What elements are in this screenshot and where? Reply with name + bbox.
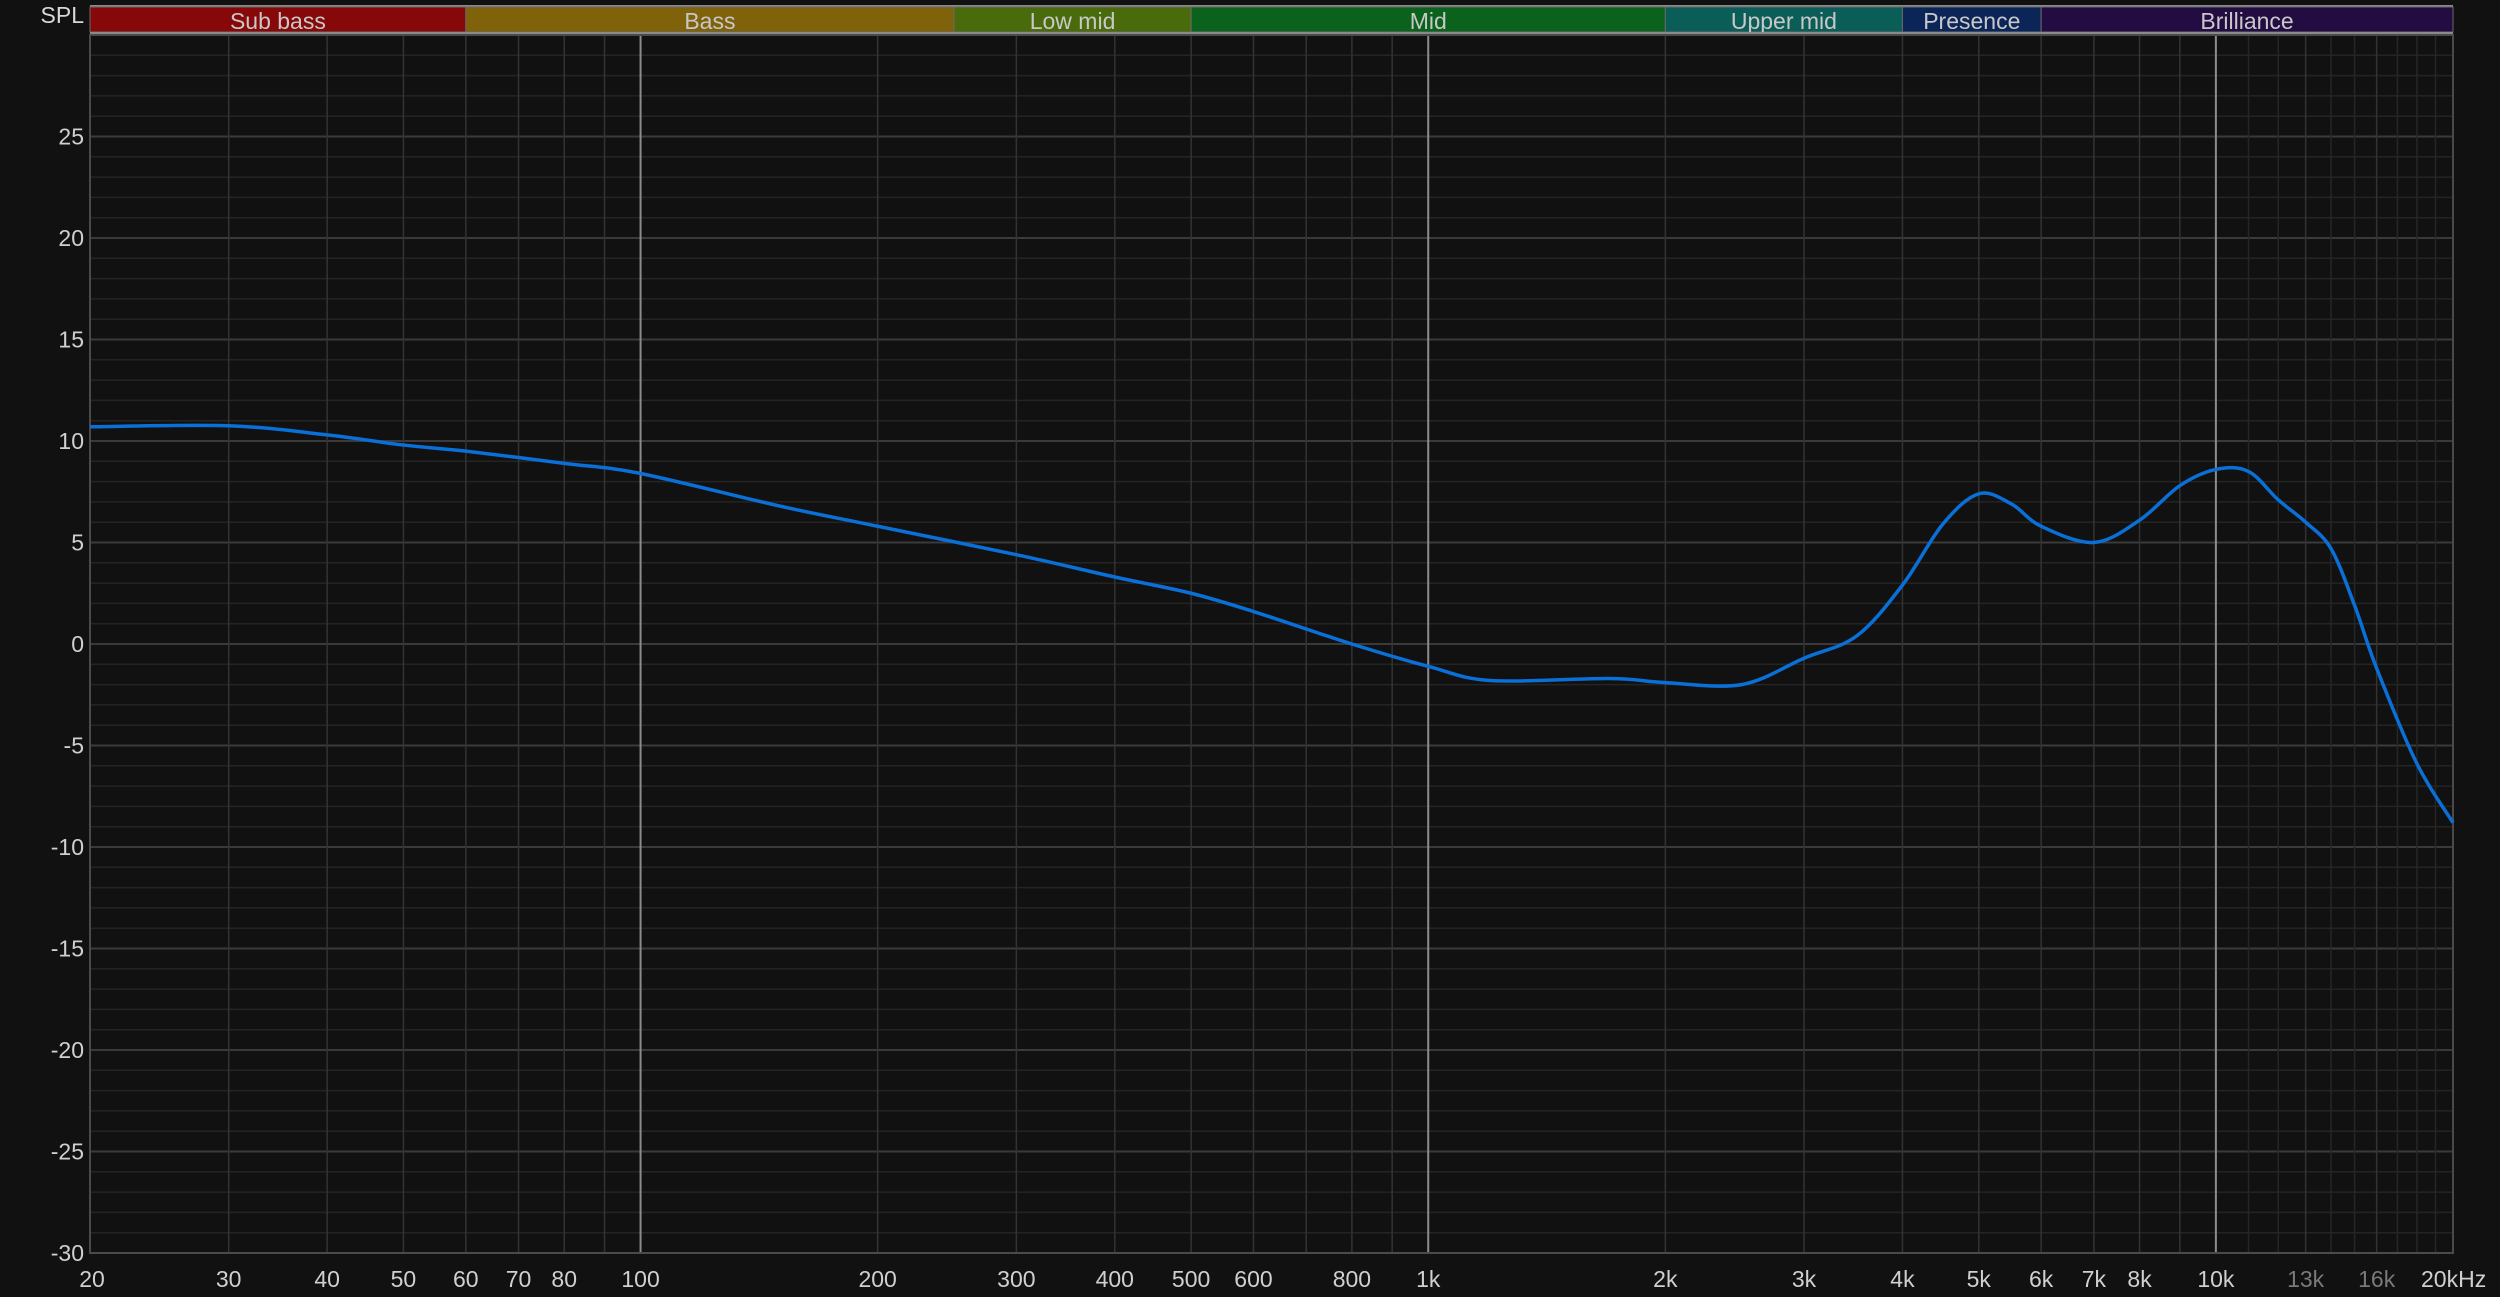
band-label: Brilliance bbox=[2200, 8, 2293, 34]
band-label: Upper mid bbox=[1731, 8, 1837, 34]
y-tick-label: -30 bbox=[51, 1240, 84, 1266]
x-tick-label: 600 bbox=[1234, 1266, 1272, 1292]
band-brilliance bbox=[2040, 6, 2454, 33]
band-label: Mid bbox=[1410, 8, 1447, 34]
x-tick-label: 200 bbox=[858, 1266, 896, 1292]
x-tick-label: 100 bbox=[621, 1266, 659, 1292]
band-label: Presence bbox=[1923, 8, 2020, 34]
x-tick-label: 20kHz bbox=[2421, 1266, 2486, 1292]
x-tick-label: 1k bbox=[1416, 1266, 1441, 1292]
x-tick-label: 4k bbox=[1890, 1266, 1915, 1292]
grid bbox=[89, 34, 2454, 1254]
y-tick-label: 25 bbox=[58, 124, 84, 150]
x-tick-label: 10k bbox=[2197, 1266, 2235, 1292]
y-tick-label: -15 bbox=[51, 936, 84, 962]
x-tick-label: 30 bbox=[216, 1266, 242, 1292]
band-label: Low mid bbox=[1030, 8, 1116, 34]
x-tick-label: 800 bbox=[1333, 1266, 1371, 1292]
x-tick-label: 500 bbox=[1172, 1266, 1210, 1292]
plot-border bbox=[89, 34, 2454, 1254]
y-axis-title: SPL bbox=[41, 2, 85, 28]
x-tick-label: 50 bbox=[391, 1266, 417, 1292]
y-tick-label: 15 bbox=[58, 327, 84, 353]
band-presence bbox=[1901, 6, 2042, 33]
x-axis-labels: 20 30 40 50 60 70 80 100 200 300 400 500 600 800 1k 2k 3… bbox=[79, 1266, 2486, 1292]
frequency-bands: Sub bass Bass Low mid Mid Upper mid Presence B… bbox=[89, 5, 2454, 34]
x-tick-label: 6k bbox=[2029, 1266, 2054, 1292]
y-tick-label: -5 bbox=[64, 733, 84, 759]
x-tick-label: 40 bbox=[314, 1266, 340, 1292]
y-tick-label: -20 bbox=[51, 1037, 84, 1063]
x-tick-label: 16k bbox=[2358, 1266, 2396, 1292]
x-tick-label: 60 bbox=[453, 1266, 479, 1292]
y-tick-label: -25 bbox=[51, 1139, 84, 1165]
x-tick-label: 8k bbox=[2127, 1266, 2152, 1292]
y-tick-label: -10 bbox=[51, 834, 84, 860]
x-tick-label: 7k bbox=[2082, 1266, 2107, 1292]
x-tick-label: 20 bbox=[79, 1266, 105, 1292]
x-tick-label: 80 bbox=[551, 1266, 577, 1292]
y-tick-label: 10 bbox=[58, 428, 84, 454]
series bbox=[89, 423, 2455, 824]
y-axis-labels: 25 20 15 10 5 0 -5 -10 -15 -20 -25 -30 bbox=[51, 124, 84, 1267]
frequency-response-line bbox=[89, 423, 2455, 824]
x-tick-label: 400 bbox=[1096, 1266, 1134, 1292]
x-tick-label: 2k bbox=[1653, 1266, 1678, 1292]
y-tick-label: 20 bbox=[58, 225, 84, 251]
x-tick-label: 5k bbox=[1967, 1266, 1992, 1292]
band-bass bbox=[465, 6, 955, 33]
x-tick-label: 70 bbox=[506, 1266, 532, 1292]
x-tick-label: 13k bbox=[2287, 1266, 2325, 1292]
y-tick-label: 0 bbox=[71, 631, 84, 657]
band-label: Bass bbox=[684, 8, 735, 34]
x-tick-label: 300 bbox=[997, 1266, 1035, 1292]
band-label: Sub bass bbox=[230, 8, 326, 34]
y-tick-label: 5 bbox=[71, 530, 84, 556]
x-tick-label: 3k bbox=[1792, 1266, 1817, 1292]
